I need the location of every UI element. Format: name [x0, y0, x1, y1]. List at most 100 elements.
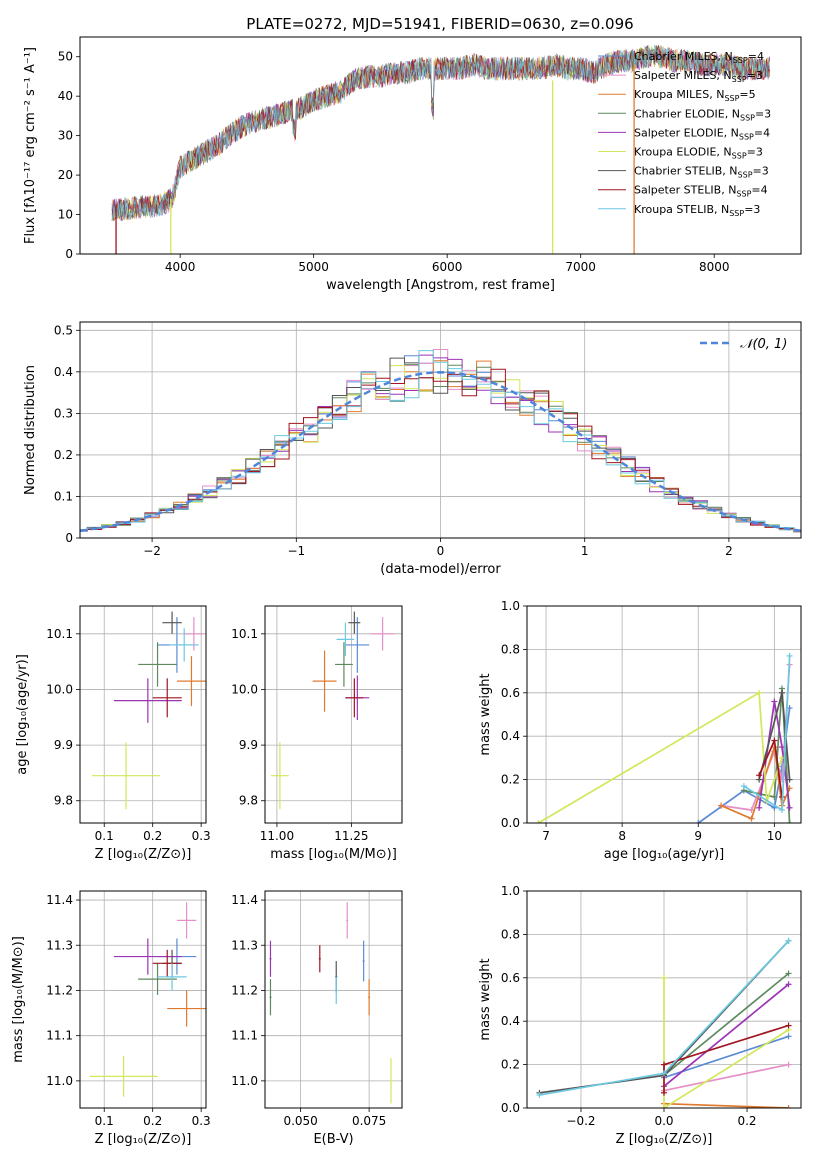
x-tick-label: 6000 — [432, 260, 463, 274]
x-tick-label: 11.25 — [334, 829, 368, 843]
legend-count: =3 — [755, 107, 771, 120]
legend-count: =4 — [754, 126, 770, 139]
legend-count: =3 — [744, 203, 760, 216]
legend-label-1: Salpeter MILES, NSSP=3 — [634, 69, 763, 84]
x-tick-label: 0 — [437, 544, 445, 558]
y-tick-label: 0.6 — [501, 971, 520, 985]
y-axis-label: mass weight — [478, 673, 493, 755]
y-tick-label: 11.4 — [46, 893, 73, 907]
mass_weight_vs_Z-frame — [526, 890, 802, 1109]
x-tick-label: 0.075 — [352, 1114, 386, 1128]
x-tick-label: 0.2 — [737, 1114, 756, 1128]
legend-name: Kroupa STELIB, N — [634, 203, 729, 216]
axes-mass_vs_Z: 0.1 0.2 0.3 11.0 11.1 11.2 11.3 11.4 Z [log₁₀(Z/… — [11, 891, 211, 1147]
x-tick-label: 0.1 — [95, 1114, 114, 1128]
legend-name: Salpeter ELODIE, N — [634, 126, 739, 139]
x-tick-label: 0.2 — [143, 829, 162, 843]
x-tick-label: 1 — [581, 544, 589, 558]
legend-sub: SSP — [740, 113, 755, 122]
legend-label-6: Chabrier STELIB, NSSP=3 — [634, 165, 769, 180]
y-tick-label: 0.2 — [501, 773, 520, 787]
mass_weight_vs_age-lines — [535, 652, 793, 823]
axes-mass_vs_EBV: 0.050 0.075 11.0 11.1 11.2 11.3 11.4 E(B-V) — [231, 891, 402, 1147]
age_vs_Z-points — [92, 611, 206, 810]
y-tick-label: 10.1 — [46, 627, 73, 641]
weight-line-2 — [663, 1102, 789, 1108]
y-tick-label: 40 — [58, 89, 73, 103]
y-tick-label: 11.0 — [231, 1074, 258, 1088]
x-tick-label: 0.2 — [143, 1114, 162, 1128]
weight-line-4 — [758, 701, 791, 808]
x-axis-label: age [log₁₀(age/yr)] — [604, 847, 725, 862]
y-tick-label: 0 — [65, 247, 73, 261]
x-tick-label: −1 — [287, 544, 305, 558]
age_vs_mass-points — [270, 611, 395, 810]
y-tick-label: 11.2 — [46, 983, 73, 997]
legend-label-2: Kroupa MILES, NSSP=5 — [634, 88, 756, 103]
age_vs_Z-frame — [79, 605, 207, 824]
x-tick-label: 0.1 — [95, 829, 114, 843]
y-tick-label: 0.8 — [501, 927, 520, 941]
x-tick-label: 4000 — [165, 260, 196, 274]
legend-label-7: Salpeter STELIB, NSSP=4 — [634, 184, 768, 199]
mass_vs_EBV-points — [269, 902, 393, 1104]
y-tick-label: 9.8 — [54, 794, 73, 808]
axes-age_vs_Z: 0.1 0.2 0.3 9.8 9.9 10.0 10.1 Z [log₁₀(Z/Z⊙)] ag… — [15, 606, 211, 862]
y-tick-label: 0.1 — [54, 489, 73, 503]
x-tick-label: 0.3 — [192, 1114, 211, 1128]
legend-name: Chabrier STELIB, N — [634, 165, 738, 178]
normal-legend-label: 𝒩(0, 1) — [740, 337, 787, 352]
legend-name: Salpeter MILES, N — [634, 69, 732, 82]
y-tick-label: 10.0 — [231, 682, 258, 696]
y-tick-label: 9.8 — [239, 794, 258, 808]
age_vs_mass-frame — [264, 605, 403, 824]
x-axis-label: wavelength [Angstrom, rest frame] — [326, 278, 555, 293]
x-axis-label: mass [log₁₀(M/M⊙)] — [270, 847, 397, 862]
legend-name: Chabrier MILES, N — [634, 50, 733, 63]
y-tick-label: 11.4 — [231, 893, 258, 907]
x-axis-label: Z [log₁₀(Z/Z⊙)] — [616, 1132, 713, 1147]
weight-line-3 — [743, 688, 791, 823]
legend-label-0: Chabrier MILES, NSSP=4 — [634, 50, 764, 65]
y-axis-label: age [log₁₀(age/yr)] — [15, 654, 30, 775]
weight-line-3 — [663, 972, 790, 1077]
x-axis-label: (data-model)/error — [380, 562, 501, 577]
axes-residuals: −2 −1 0 1 2 0 0.1 0.2 0.3 0.4 0.5 (data-model)/erro… — [23, 322, 801, 577]
legend-name: Kroupa ELODIE, N — [634, 146, 732, 159]
histogram-frame — [79, 321, 802, 539]
x-tick-label: 2 — [725, 544, 733, 558]
x-axis-label: Z [log₁₀(Z/Z⊙)] — [95, 847, 192, 862]
y-axis-label: Flux [fλ10⁻¹⁷ erg cm⁻² s⁻¹ A⁻¹] — [23, 47, 38, 244]
histogram-step-8 — [80, 350, 801, 532]
legend-name: Kroupa MILES, N — [634, 88, 724, 101]
x-tick-label: 0.050 — [283, 1114, 317, 1128]
y-tick-label: 10.1 — [231, 627, 258, 641]
normal-curve — [80, 371, 801, 532]
y-tick-label: 0.6 — [501, 686, 520, 700]
figure-title: PLATE=0272, MJD=51941, FIBERID=0630, z=0… — [246, 15, 633, 33]
spectrum-frame — [79, 36, 802, 255]
x-tick-label: 8 — [618, 829, 626, 843]
y-tick-label: 0.5 — [54, 323, 73, 337]
y-tick-label: 0.4 — [501, 729, 520, 743]
y-tick-label: 0.0 — [501, 1101, 520, 1115]
y-tick-label: 1.0 — [501, 599, 520, 613]
y-tick-label: 11.3 — [46, 938, 73, 952]
y-tick-label: 11.1 — [46, 1029, 73, 1043]
y-axis-label: mass [log₁₀(M/M⊙)] — [11, 936, 26, 1063]
legend-count: =4 — [748, 50, 764, 63]
mass_weight_vs_age-frame — [526, 605, 802, 824]
x-tick-label: −0.2 — [566, 1114, 595, 1128]
axes-age_vs_mass: 11.00 11.25 9.8 9.9 10.0 10.1 mass [log₁₀(M/M⊙… — [231, 606, 402, 862]
x-axis-label: E(B-V) — [313, 1132, 353, 1147]
mass_weight_vs_Z-lines — [536, 937, 792, 1108]
x-tick-label: 7 — [542, 829, 550, 843]
y-tick-label: 10.0 — [46, 682, 73, 696]
histogram-group — [80, 349, 801, 533]
legend-label-3: Chabrier ELODIE, NSSP=3 — [634, 107, 771, 122]
weight-line-8 — [743, 655, 791, 812]
legend-sub: SSP — [739, 132, 754, 141]
mass_vs_EBV-frame — [264, 890, 403, 1109]
legend-label-4: Salpeter ELODIE, NSSP=4 — [634, 126, 770, 141]
histogram-step-6 — [80, 357, 801, 532]
